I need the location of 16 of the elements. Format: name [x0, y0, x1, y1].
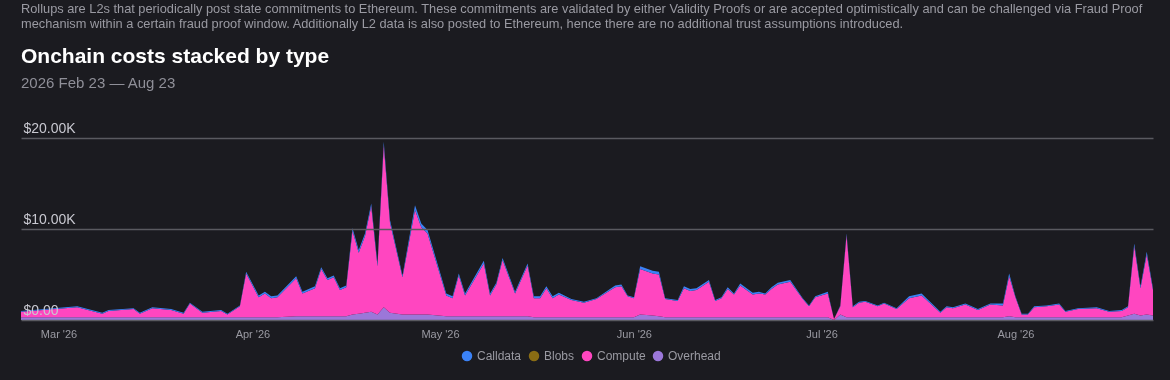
chart-subtitle: 2026 Feb 23 — Aug 23 — [20, 73, 177, 93]
y-tick-label: $20.00K — [23, 119, 77, 136]
x-tick-label: May '26 — [421, 327, 460, 340]
chart-title: Onchain costs stacked by type — [20, 43, 331, 69]
x-tick-label: Jul '26 — [806, 327, 838, 340]
x-tick-label: Apr '26 — [235, 327, 271, 340]
legend-label: Calldata — [477, 349, 522, 363]
x-tick-label: Mar '26 — [40, 327, 78, 340]
y-tick-label: $10.00K — [23, 210, 77, 227]
x-tick-label: Jun '26 — [616, 327, 652, 340]
x-tick-label: Aug '26 — [997, 327, 1035, 340]
legend-label: Overhead — [668, 349, 721, 363]
legend-label: Compute — [597, 349, 647, 363]
text: Rollups are L2s that periodically post state commitments to Ethereum. These commitments are validated by either Validity Proofs or are accepted optimistically and can be challenged via Fraud Proof mechanism within a certain fraud proof window. Additionally L2 data is also posted to Ethereum, hence there are no additional trust assumptions introduced. — [20, 0, 1144, 33]
legend-label: Blobs — [544, 349, 575, 363]
y-tick-label: $0.00 — [23, 301, 59, 318]
